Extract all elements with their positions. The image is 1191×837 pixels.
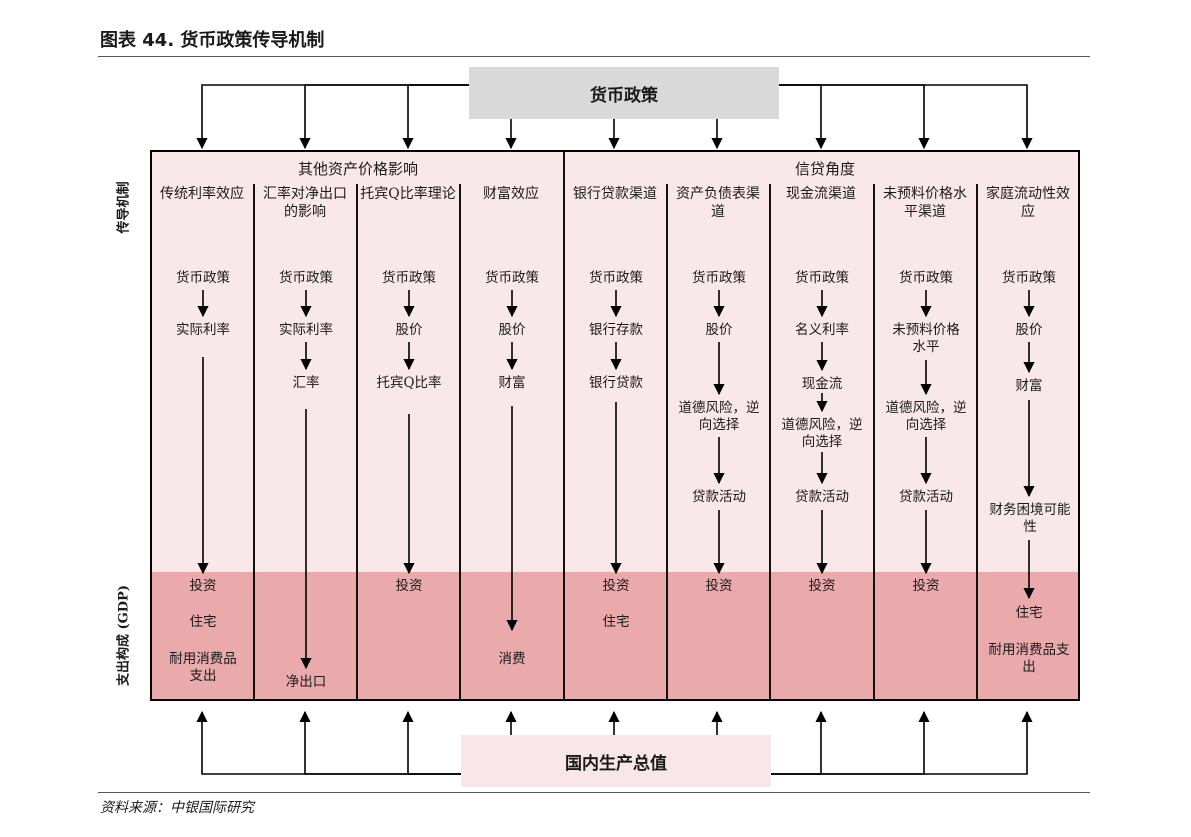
chain-node: 货币政策 — [795, 270, 849, 286]
title-rule — [98, 56, 1090, 57]
source-note: 资料来源：中银国际研究 — [100, 800, 254, 816]
output-item: 住宅 — [189, 614, 217, 630]
bottom-arrow — [771, 710, 930, 775]
top-arrow — [779, 84, 827, 150]
column-title: 传统利率效应 — [160, 186, 244, 202]
output-item: 投资 — [808, 578, 836, 594]
chain-node: 现金流 — [801, 376, 843, 392]
column-divider — [769, 184, 771, 700]
column-title: 财富效应 — [483, 186, 539, 202]
chain-node: 财富 — [498, 375, 526, 391]
output-item: 投资 — [189, 578, 217, 594]
chain-node: 道德风险，逆向选择 — [781, 417, 863, 450]
column-title: 家庭流动性效应 — [986, 186, 1070, 220]
chain-node: 货币政策 — [279, 270, 333, 286]
chain-node: 货币政策 — [589, 270, 643, 286]
bottom-arrow — [196, 710, 461, 775]
figure-title: 图表 44. 货币政策传导机制 — [100, 30, 325, 51]
chain-node: 股价 — [1015, 322, 1043, 338]
output-item: 净出口 — [285, 674, 327, 690]
chain-node: 实际利率 — [176, 322, 230, 338]
bottom-arrow — [299, 710, 461, 775]
output-item: 投资 — [395, 578, 423, 594]
column-divider — [459, 184, 461, 700]
chain-node: 货币政策 — [1002, 270, 1056, 286]
top-arrow — [299, 84, 469, 150]
bottom-arrow — [402, 710, 461, 775]
column-title: 汇率对净出口的影响 — [263, 186, 347, 220]
column-divider — [873, 184, 875, 700]
chain-node: 未预料价格水平 — [892, 322, 960, 355]
output-item: 消费 — [498, 651, 526, 667]
chain-node: 货币政策 — [382, 270, 436, 286]
chain-node: 货币政策 — [176, 270, 230, 286]
chain-node: 股价 — [395, 322, 423, 338]
chain-node: 货币政策 — [899, 270, 953, 286]
column-title: 未预料价格水平渠道 — [883, 186, 967, 220]
top-arrow — [402, 84, 469, 150]
gdp-box: 国内生产总值 — [461, 735, 771, 787]
chain-node: 货币政策 — [485, 270, 539, 286]
chain-node: 名义利率 — [795, 322, 849, 338]
output-item: 耐用消费品支出 — [169, 651, 237, 684]
output-item: 耐用消费品支出 — [988, 642, 1070, 675]
top-arrow — [779, 84, 1033, 150]
chain-node: 贷款活动 — [795, 489, 849, 505]
chain-node: 贷款活动 — [692, 489, 746, 505]
column-divider — [976, 184, 978, 700]
chain-node: 银行贷款 — [589, 375, 643, 391]
chain-node: 银行存款 — [589, 322, 643, 338]
chain-node: 道德风险，逆向选择 — [885, 400, 967, 433]
column-title: 资产负债表渠道 — [676, 186, 760, 220]
chain-node: 汇率 — [292, 375, 320, 391]
column-title: 现金流渠道 — [786, 186, 856, 202]
chain-node: 财富 — [1015, 378, 1043, 394]
column-divider — [356, 184, 358, 700]
output-item: 投资 — [912, 578, 940, 594]
column-title: 银行贷款渠道 — [573, 186, 657, 202]
column-title: 托宾Q比率理论 — [360, 186, 456, 202]
mechanism-grid — [150, 150, 1080, 701]
top-arrow — [779, 84, 930, 150]
group-title-other-assets: 其他资产价格影响 — [297, 160, 418, 178]
column-divider — [666, 184, 668, 700]
source-rule — [98, 792, 1090, 793]
chain-node: 股价 — [498, 322, 526, 338]
output-item: 投资 — [602, 578, 630, 594]
chain-node: 实际利率 — [279, 322, 333, 338]
bottom-arrow — [771, 710, 827, 775]
monetary-policy-box: 货币政策 — [469, 67, 779, 119]
output-item: 住宅 — [1015, 605, 1043, 621]
output-item: 投资 — [705, 578, 733, 594]
chain-node: 道德风险，逆向选择 — [678, 400, 760, 433]
group-divider — [563, 152, 565, 700]
column-divider — [253, 184, 255, 700]
chain-node: 托宾Q比率 — [376, 375, 442, 391]
group-title-credit: 信贷角度 — [794, 160, 855, 178]
chain-node: 财务困境可能性 — [989, 502, 1071, 535]
bottom-arrow — [771, 710, 1033, 775]
top-arrow — [196, 84, 469, 150]
chain-node: 贷款活动 — [899, 489, 953, 505]
output-item: 住宅 — [602, 614, 630, 630]
chain-node: 货币政策 — [692, 270, 746, 286]
chain-node: 股价 — [705, 322, 733, 338]
